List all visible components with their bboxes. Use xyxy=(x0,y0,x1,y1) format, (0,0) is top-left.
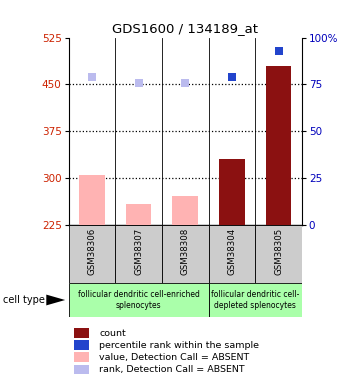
Text: GSM38306: GSM38306 xyxy=(87,228,96,275)
Bar xyxy=(219,159,245,225)
Bar xyxy=(209,225,255,283)
Text: cell type: cell type xyxy=(3,295,45,305)
Bar xyxy=(209,283,302,317)
Point xyxy=(182,80,188,86)
Bar xyxy=(74,328,88,338)
Point xyxy=(276,48,281,54)
Bar xyxy=(126,204,151,225)
Bar xyxy=(115,225,162,283)
Text: GSM38304: GSM38304 xyxy=(227,228,236,275)
Bar xyxy=(162,225,209,283)
Bar xyxy=(74,352,88,362)
Bar xyxy=(69,225,115,283)
Bar xyxy=(266,66,291,225)
Bar xyxy=(74,340,88,350)
Text: GSM38308: GSM38308 xyxy=(181,228,190,275)
Point xyxy=(89,74,95,80)
Text: percentile rank within the sample: percentile rank within the sample xyxy=(99,340,259,350)
Point xyxy=(136,80,141,86)
Text: follicular dendritic cell-enriched
splenocytes: follicular dendritic cell-enriched splen… xyxy=(78,290,200,310)
Text: rank, Detection Call = ABSENT: rank, Detection Call = ABSENT xyxy=(99,365,245,374)
Bar xyxy=(255,225,302,283)
Text: follicular dendritic cell-
depleted splenocytes: follicular dendritic cell- depleted sple… xyxy=(211,290,299,310)
Polygon shape xyxy=(46,295,65,305)
Text: GSM38307: GSM38307 xyxy=(134,228,143,275)
Bar xyxy=(79,175,105,225)
Bar xyxy=(69,283,209,317)
Bar xyxy=(173,196,198,225)
Text: value, Detection Call = ABSENT: value, Detection Call = ABSENT xyxy=(99,352,250,362)
Point xyxy=(229,74,235,80)
Title: GDS1600 / 134189_at: GDS1600 / 134189_at xyxy=(112,22,258,35)
Text: GSM38305: GSM38305 xyxy=(274,228,283,275)
Bar xyxy=(74,364,88,374)
Text: count: count xyxy=(99,328,126,338)
